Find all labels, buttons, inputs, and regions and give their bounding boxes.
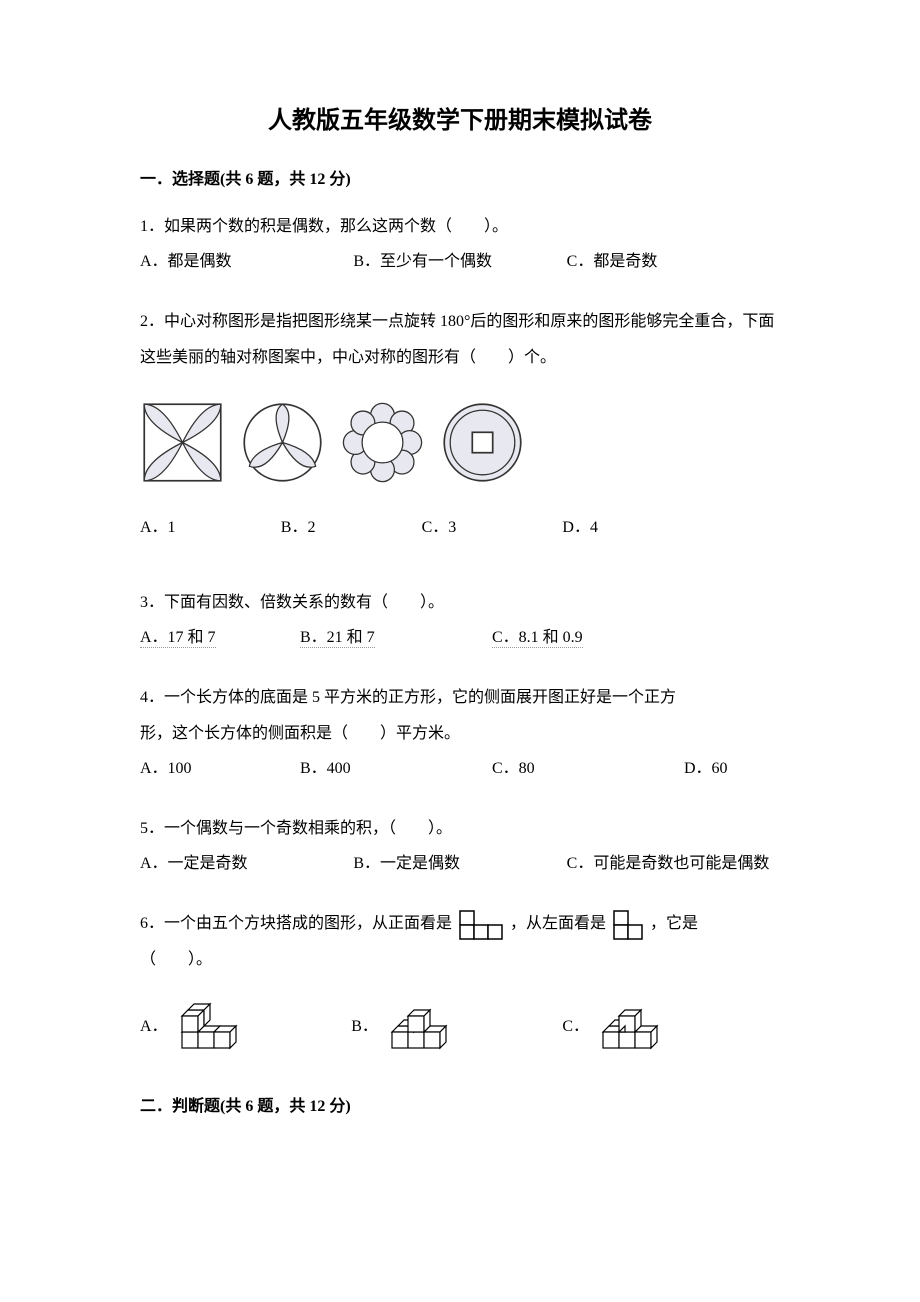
question-2: 2．中心对称图形是指把图形绕某一点旋转 180°后的图形和原来的图形能够完全重合…	[140, 304, 780, 545]
q6-text: 6．一个由五个方块搭成的图形，从正面看是 ，从左面看是 ，它是	[140, 906, 780, 942]
q2-text: 2．中心对称图形是指把图形绕某一点旋转 180°后的图形和原来的图形能够完全重合…	[140, 304, 780, 374]
pattern-4	[440, 400, 525, 485]
q6-optB-label: B．	[351, 1011, 378, 1043]
q2-options: A．1 B．2 C．3 D．4	[140, 510, 780, 545]
q4-options: A．100 B．400 C．80 D．60	[140, 751, 780, 786]
page-title: 人教版五年级数学下册期末模拟试卷	[140, 100, 780, 135]
q4-text-l1: 4．一个长方体的底面是 5 平方米的正方形，它的侧面展开图正好是一个正方	[140, 680, 780, 715]
question-3: 3．下面有因数、倍数关系的数有（ ）。 A．17 和 7 B．21 和 7 C．…	[140, 585, 780, 655]
q6-line2: （ ）。	[140, 942, 780, 977]
q1-options: A．都是偶数 B．至少有一个偶数 C．都是奇数	[140, 244, 780, 279]
q5-optA[interactable]: A．一定是奇数	[140, 846, 353, 881]
q6-part2: ，从左面看是	[510, 915, 606, 932]
question-4: 4．一个长方体的底面是 5 平方米的正方形，它的侧面展开图正好是一个正方 形，这…	[140, 680, 780, 786]
q2-optD[interactable]: D．4	[562, 510, 703, 545]
cube-shape-A	[176, 1002, 246, 1052]
question-6: 6．一个由五个方块搭成的图形，从正面看是 ，从左面看是 ，它是 （ ）。 A．	[140, 906, 780, 1052]
q4-optC[interactable]: C．80	[492, 751, 684, 786]
q4-optB[interactable]: B．400	[300, 751, 492, 786]
q6-options: A．	[140, 1002, 780, 1052]
q6-optB[interactable]: B．	[351, 1002, 562, 1052]
q6-optC[interactable]: C．	[562, 1002, 773, 1052]
q3-text: 3．下面有因数、倍数关系的数有（ ）。	[140, 585, 780, 620]
q4-text-l2: 形，这个长方体的侧面积是（ ）平方米。	[140, 716, 780, 751]
q3-optB[interactable]: B．21 和 7	[300, 620, 492, 655]
q1-optA[interactable]: A．都是偶数	[140, 244, 353, 279]
cube-shape-B	[386, 1002, 456, 1052]
q2-optA[interactable]: A．1	[140, 510, 281, 545]
q3-optC[interactable]: C．8.1 和 0.9	[492, 620, 780, 655]
q3-optA[interactable]: A．17 和 7	[140, 620, 300, 655]
pattern-2	[240, 400, 325, 485]
q4-optD[interactable]: D．60	[684, 751, 780, 786]
cube-shape-C	[597, 1002, 667, 1052]
front-view-icon	[459, 907, 503, 942]
section2-heading: 二．判断题(共 6 题，共 12 分)	[140, 1092, 780, 1116]
left-view-icon	[613, 907, 643, 942]
question-5: 5．一个偶数与一个奇数相乘的积，（ ）。 A．一定是奇数 B．一定是偶数 C．可…	[140, 811, 780, 881]
q1-text: 1．如果两个数的积是偶数，那么这两个数（ ）。	[140, 209, 780, 244]
pattern-1	[140, 400, 225, 485]
q4-optA[interactable]: A．100	[140, 751, 300, 786]
q2-optC[interactable]: C．3	[422, 510, 563, 545]
q3-options: A．17 和 7 B．21 和 7 C．8.1 和 0.9	[140, 620, 780, 655]
question-1: 1．如果两个数的积是偶数，那么这两个数（ ）。 A．都是偶数 B．至少有一个偶数…	[140, 209, 780, 279]
q5-options: A．一定是奇数 B．一定是偶数 C．可能是奇数也可能是偶数	[140, 846, 780, 881]
section1-heading: 一．选择题(共 6 题，共 12 分)	[140, 165, 780, 189]
q6-part1: 6．一个由五个方块搭成的图形，从正面看是	[140, 915, 452, 932]
q6-part3: ，它是	[650, 915, 698, 932]
q1-optB[interactable]: B．至少有一个偶数	[353, 244, 566, 279]
q5-optB[interactable]: B．一定是偶数	[353, 846, 566, 881]
q6-optA-label: A．	[140, 1011, 168, 1043]
pattern-3	[340, 400, 425, 485]
q2-optB[interactable]: B．2	[281, 510, 422, 545]
q5-optC[interactable]: C．可能是奇数也可能是偶数	[567, 846, 780, 881]
q2-patterns	[140, 400, 780, 485]
q1-optC[interactable]: C．都是奇数	[567, 244, 780, 279]
q6-optA[interactable]: A．	[140, 1002, 351, 1052]
q5-text: 5．一个偶数与一个奇数相乘的积，（ ）。	[140, 811, 780, 846]
q6-optC-label: C．	[562, 1011, 589, 1043]
